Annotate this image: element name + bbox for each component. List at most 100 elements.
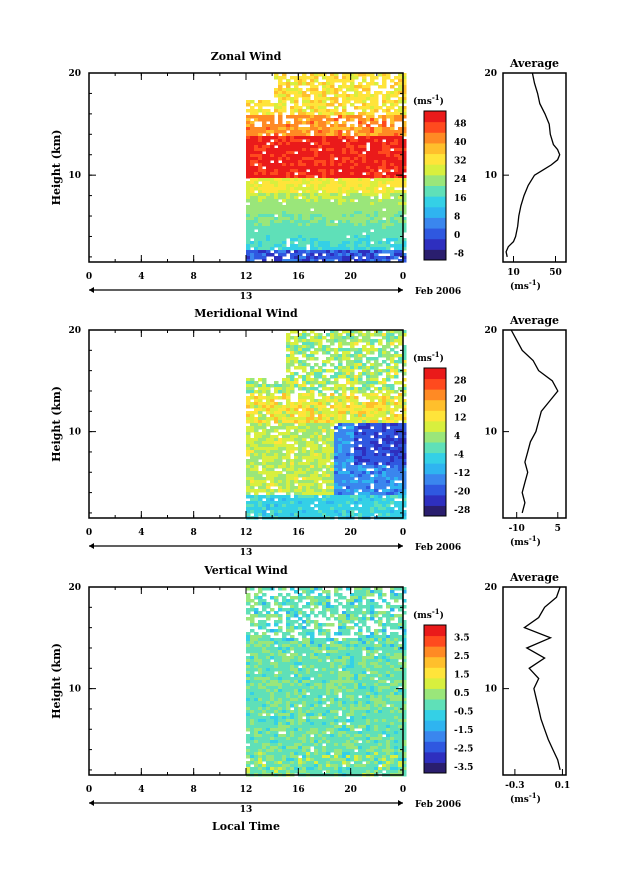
heatmap-cell [266, 220, 271, 224]
heatmap-cell [370, 453, 375, 457]
heatmap-cell [294, 351, 299, 355]
heatmap-cell [330, 399, 335, 403]
heatmap-cell [258, 668, 263, 672]
heatmap-cell [310, 139, 315, 143]
heatmap-cell [378, 513, 383, 517]
heatmap-cell [278, 767, 283, 771]
heatmap-cell [278, 489, 283, 493]
heatmap-cell [274, 157, 279, 161]
heatmap-cell [266, 199, 271, 203]
heatmap-cell [398, 160, 403, 164]
heatmap-cell [318, 438, 323, 442]
heatmap-cell [298, 483, 303, 487]
heatmap-cell [362, 235, 367, 239]
heatmap-cell [326, 408, 331, 412]
heatmap-cell [366, 217, 371, 221]
heatmap-cell [270, 665, 275, 669]
heatmap-cell [250, 211, 255, 215]
heatmap-cell [254, 444, 259, 448]
heatmap-cell [346, 250, 351, 254]
heatmap-cell [378, 205, 383, 209]
heatmap-cell [306, 148, 311, 152]
heatmap-cell [378, 73, 383, 77]
heatmap-cell [330, 73, 335, 77]
heatmap-cell [274, 659, 279, 663]
heatmap-cell [346, 381, 351, 385]
heatmap-cell [354, 378, 359, 382]
heatmap-cell [362, 363, 367, 367]
heatmap-cell [370, 432, 375, 436]
heatmap-cell [394, 351, 399, 355]
heatmap-cell [258, 743, 263, 747]
heatmap-cell [246, 477, 251, 481]
heatmap-cell [326, 513, 331, 517]
heatmap-cell [258, 725, 263, 729]
heatmap-cell [330, 247, 335, 251]
heatmap-cell [382, 498, 387, 502]
heatmap-cell [310, 396, 315, 400]
colorbar-swatch [424, 111, 446, 123]
heatmap-cell [250, 755, 255, 759]
heatmap-cell [350, 157, 355, 161]
heatmap-cell [302, 79, 307, 83]
heatmap-cell [322, 205, 327, 209]
heatmap-cell [314, 100, 319, 104]
heatmap-cell [266, 235, 271, 239]
heatmap-cell [342, 474, 347, 478]
heatmap-cell [390, 414, 395, 418]
heatmap-cell [246, 133, 251, 137]
heatmap-cell [382, 405, 387, 409]
heatmap-cell [366, 220, 371, 224]
heatmap-cell [258, 635, 263, 639]
heatmap-cell [310, 447, 315, 451]
heatmap-cell [282, 91, 287, 95]
heatmap-cell [254, 103, 259, 107]
heatmap-cell [358, 220, 363, 224]
heatmap-cell [378, 408, 383, 412]
heatmap-cell [330, 226, 335, 230]
heatmap-cell [370, 396, 375, 400]
heatmap-cell [382, 115, 387, 119]
colorbar-tick-label: 4 [454, 432, 460, 442]
heatmap-cell [370, 417, 375, 421]
heatmap-cell [318, 408, 323, 412]
heatmap-cell [398, 127, 403, 131]
heatmap-cell [346, 148, 351, 152]
heatmap-cell [250, 253, 255, 257]
heatmap-cell [278, 686, 283, 690]
heatmap-cell [402, 459, 407, 463]
heatmap-cell [322, 160, 327, 164]
heatmap-cell [294, 226, 299, 230]
heatmap-cell [278, 761, 283, 765]
heatmap-cell [302, 91, 307, 95]
heatmap-cell [310, 438, 315, 442]
heatmap-cell [278, 743, 283, 747]
heatmap-cell [326, 172, 331, 176]
heatmap-cell [370, 456, 375, 460]
heatmap-cell [266, 680, 271, 684]
heatmap-cell [258, 244, 263, 248]
heatmap-cell [394, 501, 399, 505]
heatmap-cell [310, 441, 315, 445]
heatmap-cell [294, 357, 299, 361]
heatmap-cell [270, 716, 275, 720]
heatmap-cell [298, 181, 303, 185]
heatmap-cell [374, 145, 379, 149]
heatmap-cell [246, 247, 251, 251]
heatmap-cell [290, 626, 295, 630]
heatmap-cell [290, 432, 295, 436]
heatmap-cell [402, 184, 407, 188]
heatmap-cell [342, 495, 347, 499]
heatmap-cell [358, 130, 363, 134]
heatmap-cell [366, 357, 371, 361]
heatmap-cell [374, 211, 379, 215]
heatmap-cell [374, 247, 379, 251]
heatmap-cell [258, 420, 263, 424]
heatmap-cell [258, 456, 263, 460]
heatmap-cell [350, 127, 355, 131]
heatmap-cell [298, 384, 303, 388]
heatmap-cell [374, 462, 379, 466]
heatmap-cell [278, 671, 283, 675]
heatmap-cell [362, 459, 367, 463]
heatmap-cell [314, 498, 319, 502]
